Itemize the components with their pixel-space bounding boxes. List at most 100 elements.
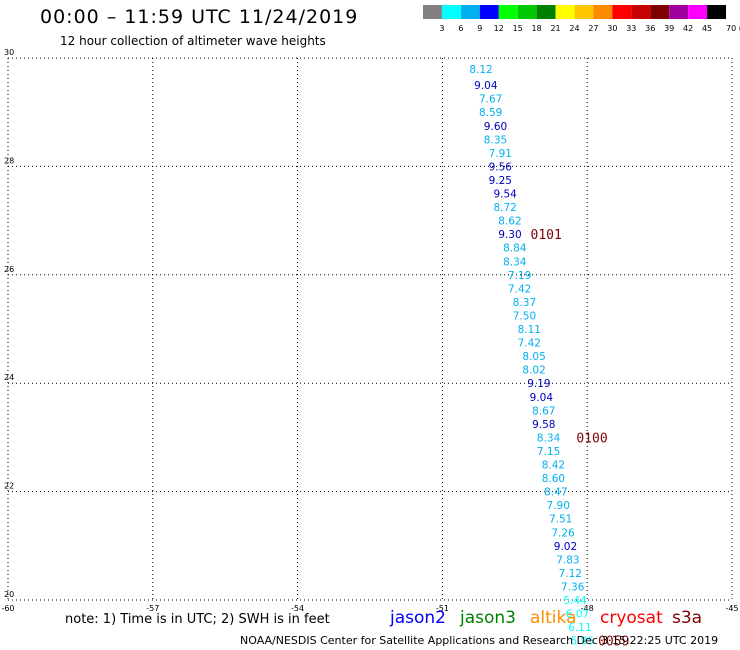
wave-height-label: 8.12	[469, 64, 492, 76]
mission-jason3: jason3	[460, 608, 516, 628]
x-tick-label: -45	[725, 604, 738, 613]
colorbar-swatch	[517, 5, 537, 19]
wave-height-label: 9.25	[489, 175, 512, 187]
colorbar-label: 12	[494, 24, 504, 33]
mission-cryosat: cryosat	[600, 608, 663, 628]
colorbar-label: 3	[439, 24, 444, 33]
wave-height-label: 8.47	[544, 487, 567, 499]
wave-height-label: 7.50	[513, 310, 536, 322]
wave-height-label: 6.07	[566, 609, 589, 621]
y-tick-label: 30	[4, 48, 14, 57]
wave-height-label: 7.36	[561, 581, 585, 593]
colorbar-label: 45	[702, 24, 712, 33]
wave-height-label: 8.37	[513, 297, 536, 309]
x-tick-label: -60	[1, 604, 14, 613]
footer-credit: NOAA/NESDIS Center for Satellite Applica…	[240, 634, 719, 647]
colorbar-label: 21	[550, 24, 560, 33]
time-label: 0059	[598, 635, 629, 650]
colorbar-label: 42	[683, 24, 693, 33]
x-tick-label: -48	[581, 604, 594, 613]
time-label: 0100	[576, 431, 607, 446]
y-tick-label: 22	[4, 482, 14, 491]
wave-height-label: 9.02	[554, 541, 577, 553]
colorbar-label: 27	[588, 24, 598, 33]
y-tick-label: 28	[4, 156, 14, 165]
mission-s3a: s3a	[672, 608, 703, 628]
colorbar-swatch	[707, 5, 726, 19]
wave-height-label: 9.56	[489, 161, 513, 173]
colorbar-swatch	[441, 5, 461, 19]
colorbar-swatch	[612, 5, 632, 19]
y-tick-label: 20	[4, 590, 14, 599]
colorbar-swatch	[498, 5, 518, 19]
colorbar-swatch	[423, 5, 442, 19]
chart-title: 00:00 – 11:59 UTC 11/24/2019	[40, 6, 359, 28]
wave-height-label: 7.15	[537, 446, 560, 458]
colorbar-swatch	[574, 5, 594, 19]
colorbar-swatch	[650, 5, 670, 19]
wave-height-label: 8.84	[503, 243, 527, 255]
wave-height-label: 8.60	[542, 473, 565, 485]
wave-height-label: 7.83	[556, 554, 579, 566]
colorbar-label: 6	[458, 24, 463, 33]
x-tick-label: -51	[436, 604, 449, 613]
colorbar-swatch	[460, 5, 480, 19]
wave-height-label: 8.34	[537, 432, 561, 444]
colorbar-label: 39	[664, 24, 674, 33]
mission-altika: altika	[530, 608, 577, 628]
wave-height-label: 5.95	[571, 636, 594, 648]
wave-height-label: 9.54	[493, 189, 517, 201]
colorbar-label: 36	[645, 24, 655, 33]
wave-height-label: 9.30	[498, 229, 521, 241]
colorbar-swatch	[555, 5, 575, 19]
wave-height-label: 7.26	[551, 527, 575, 539]
wave-height-label: 8.42	[542, 460, 565, 472]
wave-height-label: 9.04	[474, 80, 498, 92]
colorbar-label: 15	[513, 24, 523, 33]
wave-height-label: 5.44	[563, 595, 587, 607]
wave-height-label: 7.42	[518, 338, 541, 350]
colorbar-label: 70 (ft)	[726, 24, 740, 33]
wave-height-label: 7.12	[559, 568, 582, 580]
wave-height-label: 7.19	[508, 270, 531, 282]
wave-height-label: 8.35	[484, 134, 507, 146]
colorbar-label: 30	[607, 24, 617, 33]
y-tick-label: 24	[4, 373, 14, 382]
wave-height-label: 9.19	[527, 378, 550, 390]
wave-height-label: 7.91	[489, 148, 512, 160]
wave-height-label: 8.05	[522, 351, 545, 363]
colorbar-swatch	[669, 5, 689, 19]
colorbar-swatch	[593, 5, 613, 19]
wave-height-label: 7.90	[547, 500, 570, 512]
colorbar-swatch	[536, 5, 556, 19]
legend-note: note: 1) Time is in UTC; 2) SWH is in fe…	[65, 612, 330, 627]
wave-height-label: 6.11	[568, 622, 591, 634]
wave-height-label: 8.59	[479, 107, 502, 119]
wave-height-label: 7.42	[508, 283, 531, 295]
wave-height-label: 8.11	[518, 324, 541, 336]
colorbar-label: 9	[477, 24, 482, 33]
wave-height-label: 7.67	[479, 94, 502, 106]
wave-height-label: 8.67	[532, 405, 555, 417]
wave-height-label: 9.58	[532, 419, 555, 431]
wave-height-label: 9.04	[530, 392, 554, 404]
wave-height-label: 7.51	[549, 514, 572, 526]
wave-height-label: 8.02	[522, 365, 545, 377]
wave-height-label: 8.34	[503, 256, 527, 268]
time-label: 0101	[531, 228, 562, 243]
y-tick-label: 26	[4, 265, 14, 274]
colorbar-label: 18	[532, 24, 542, 33]
colorbar-swatch	[631, 5, 651, 19]
mission-jason2: jason2	[390, 608, 446, 628]
x-tick-label: -54	[291, 604, 304, 613]
wave-height-label: 8.72	[493, 202, 516, 214]
chart-subtitle: 12 hour collection of altimeter wave hei…	[60, 34, 326, 48]
x-tick-label: -57	[146, 604, 159, 613]
colorbar-swatch	[688, 5, 708, 19]
colorbar-label: 33	[626, 24, 636, 33]
colorbar-swatch	[479, 5, 499, 19]
colorbar-label: 24	[569, 24, 579, 33]
